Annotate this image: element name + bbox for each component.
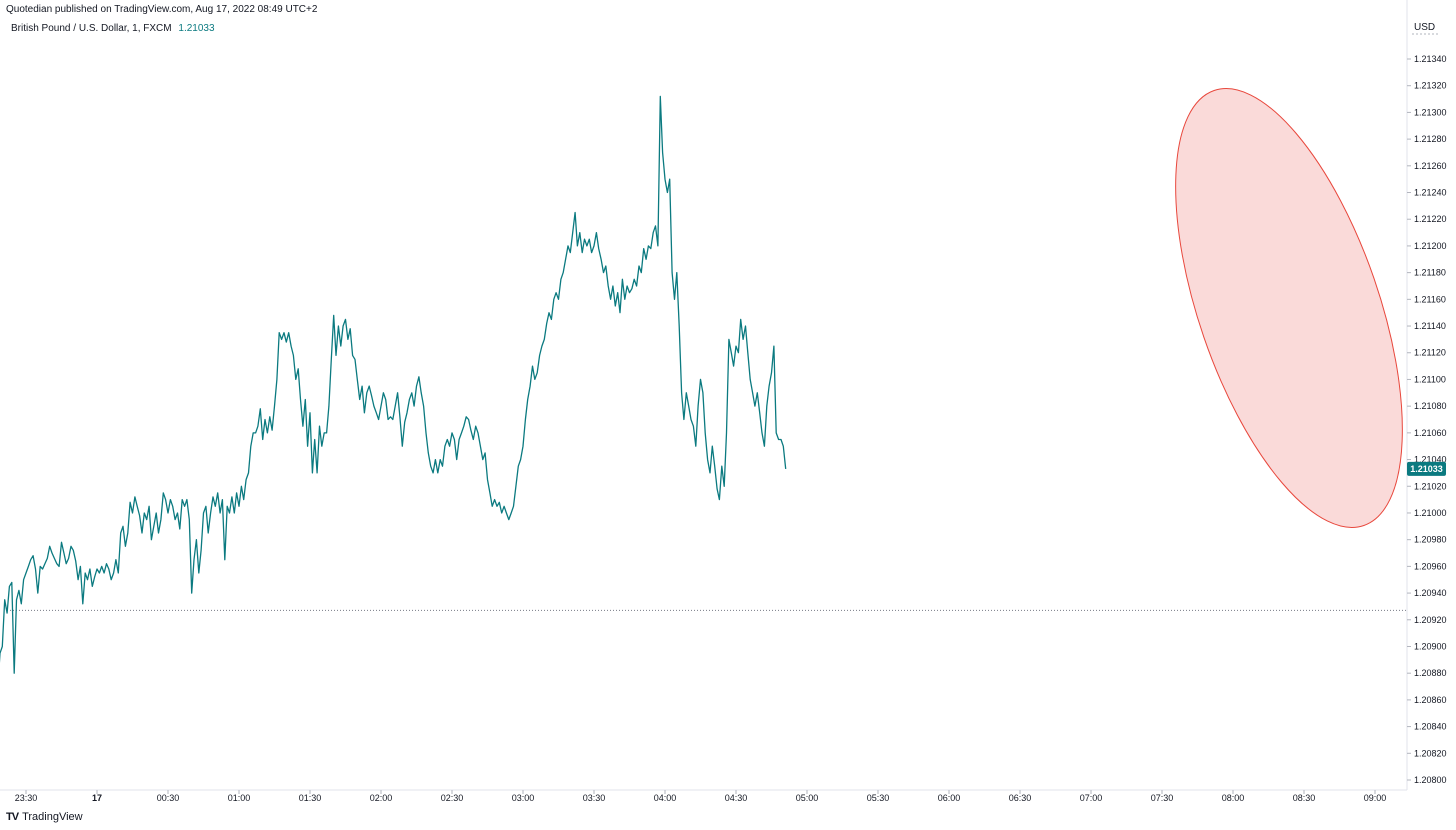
price-scale-currency[interactable]: USD (1414, 22, 1436, 33)
symbol-legend-label: British Pound / U.S. Dollar, 1, FXCM (11, 23, 172, 34)
x-tick-label: 00:30 (157, 793, 180, 803)
symbol-legend-price: 1.21033 (178, 23, 215, 34)
x-tick-label: 04:30 (725, 793, 748, 803)
x-tick-label: 01:30 (299, 793, 322, 803)
x-tick-label: 07:30 (1151, 793, 1174, 803)
x-tick-label: 03:30 (583, 793, 606, 803)
tradingview-logo-text: TradingView (22, 811, 83, 823)
y-tick-label: 1.21120 (1414, 348, 1446, 358)
x-axis-ticks: 23:30 17 00:30 01:00 01:30 02:00 02:30 03:00 03:… (15, 790, 1387, 803)
y-tick-label: 1.21140 (1414, 321, 1446, 331)
y-tick-label: 1.21240 (1414, 188, 1447, 198)
x-tick-label: 08:30 (1293, 793, 1316, 803)
y-tick-label: 1.21040 (1414, 455, 1447, 465)
publisher-credit: Quotedian published on TradingView.com, … (6, 4, 318, 15)
last-price-tag-label: 1.21033 (1410, 464, 1443, 474)
x-tick-label: 08:00 (1222, 793, 1245, 803)
x-tick-label: 02:30 (441, 793, 464, 803)
y-tick-label: 1.21180 (1414, 268, 1446, 278)
x-tick-label: 02:00 (370, 793, 393, 803)
y-tick-label: 1.21160 (1414, 294, 1446, 304)
y-tick-label: 1.20840 (1414, 722, 1447, 732)
x-tick-label: 17 (92, 793, 102, 803)
x-tick-label: 05:00 (796, 793, 819, 803)
last-price-tag: 1.21033 (1407, 461, 1446, 476)
y-tick-label: 1.21280 (1414, 134, 1447, 144)
y-tick-label: 1.21200 (1414, 241, 1447, 251)
x-tick-label: 05:30 (867, 793, 890, 803)
highlight-ellipse-shape[interactable] (1129, 61, 1449, 555)
y-tick-label: 1.20960 (1414, 561, 1447, 571)
y-tick-label: 1.21340 (1414, 54, 1447, 64)
x-tick-label: 06:00 (938, 793, 961, 803)
x-tick-label: 04:00 (654, 793, 677, 803)
y-tick-label: 1.21100 (1414, 374, 1446, 384)
y-tick-label: 1.21300 (1414, 107, 1447, 117)
y-tick-label: 1.20860 (1414, 695, 1447, 705)
y-tick-label: 1.20800 (1414, 775, 1447, 785)
last-price-tag-bg (1407, 461, 1446, 476)
y-tick-label: 1.20900 (1414, 641, 1447, 651)
y-tick-label: 1.20880 (1414, 668, 1447, 678)
price-line (0, 95, 787, 674)
y-tick-label: 1.21020 (1414, 481, 1447, 491)
y-tick-label: 1.20940 (1414, 588, 1447, 598)
y-axis-ticks: 1.20800 1.20820 1.20840 1.20860 1.20880 1.209… (1407, 54, 1447, 785)
price-series-line (0, 95, 787, 674)
x-tick-label: 03:00 (512, 793, 535, 803)
tradingview-logo[interactable]: TV TradingView (6, 811, 83, 823)
y-tick-label: 1.20820 (1414, 748, 1447, 758)
x-tick-label: 07:00 (1080, 793, 1103, 803)
x-tick-label: 01:00 (228, 793, 251, 803)
tradingview-logo-mark: TV (6, 811, 19, 823)
x-tick-label: 06:30 (1009, 793, 1032, 803)
y-tick-label: 1.20920 (1414, 615, 1447, 625)
axis-frame (0, 0, 1440, 791)
x-tick-label: 23:30 (15, 793, 38, 803)
y-tick-label: 1.21220 (1414, 214, 1447, 224)
y-tick-label: 1.21260 (1414, 161, 1447, 171)
x-tick-label: 09:00 (1364, 793, 1387, 803)
y-tick-label: 1.21080 (1414, 401, 1447, 411)
symbol-legend[interactable]: British Pound / U.S. Dollar, 1, FXCM 1.2… (11, 23, 215, 34)
y-tick-label: 1.20980 (1414, 535, 1447, 545)
y-tick-label: 1.21000 (1414, 508, 1447, 518)
y-tick-label: 1.21060 (1414, 428, 1447, 438)
highlight-ellipse[interactable] (1129, 61, 1449, 555)
y-tick-label: 1.21320 (1414, 81, 1447, 91)
